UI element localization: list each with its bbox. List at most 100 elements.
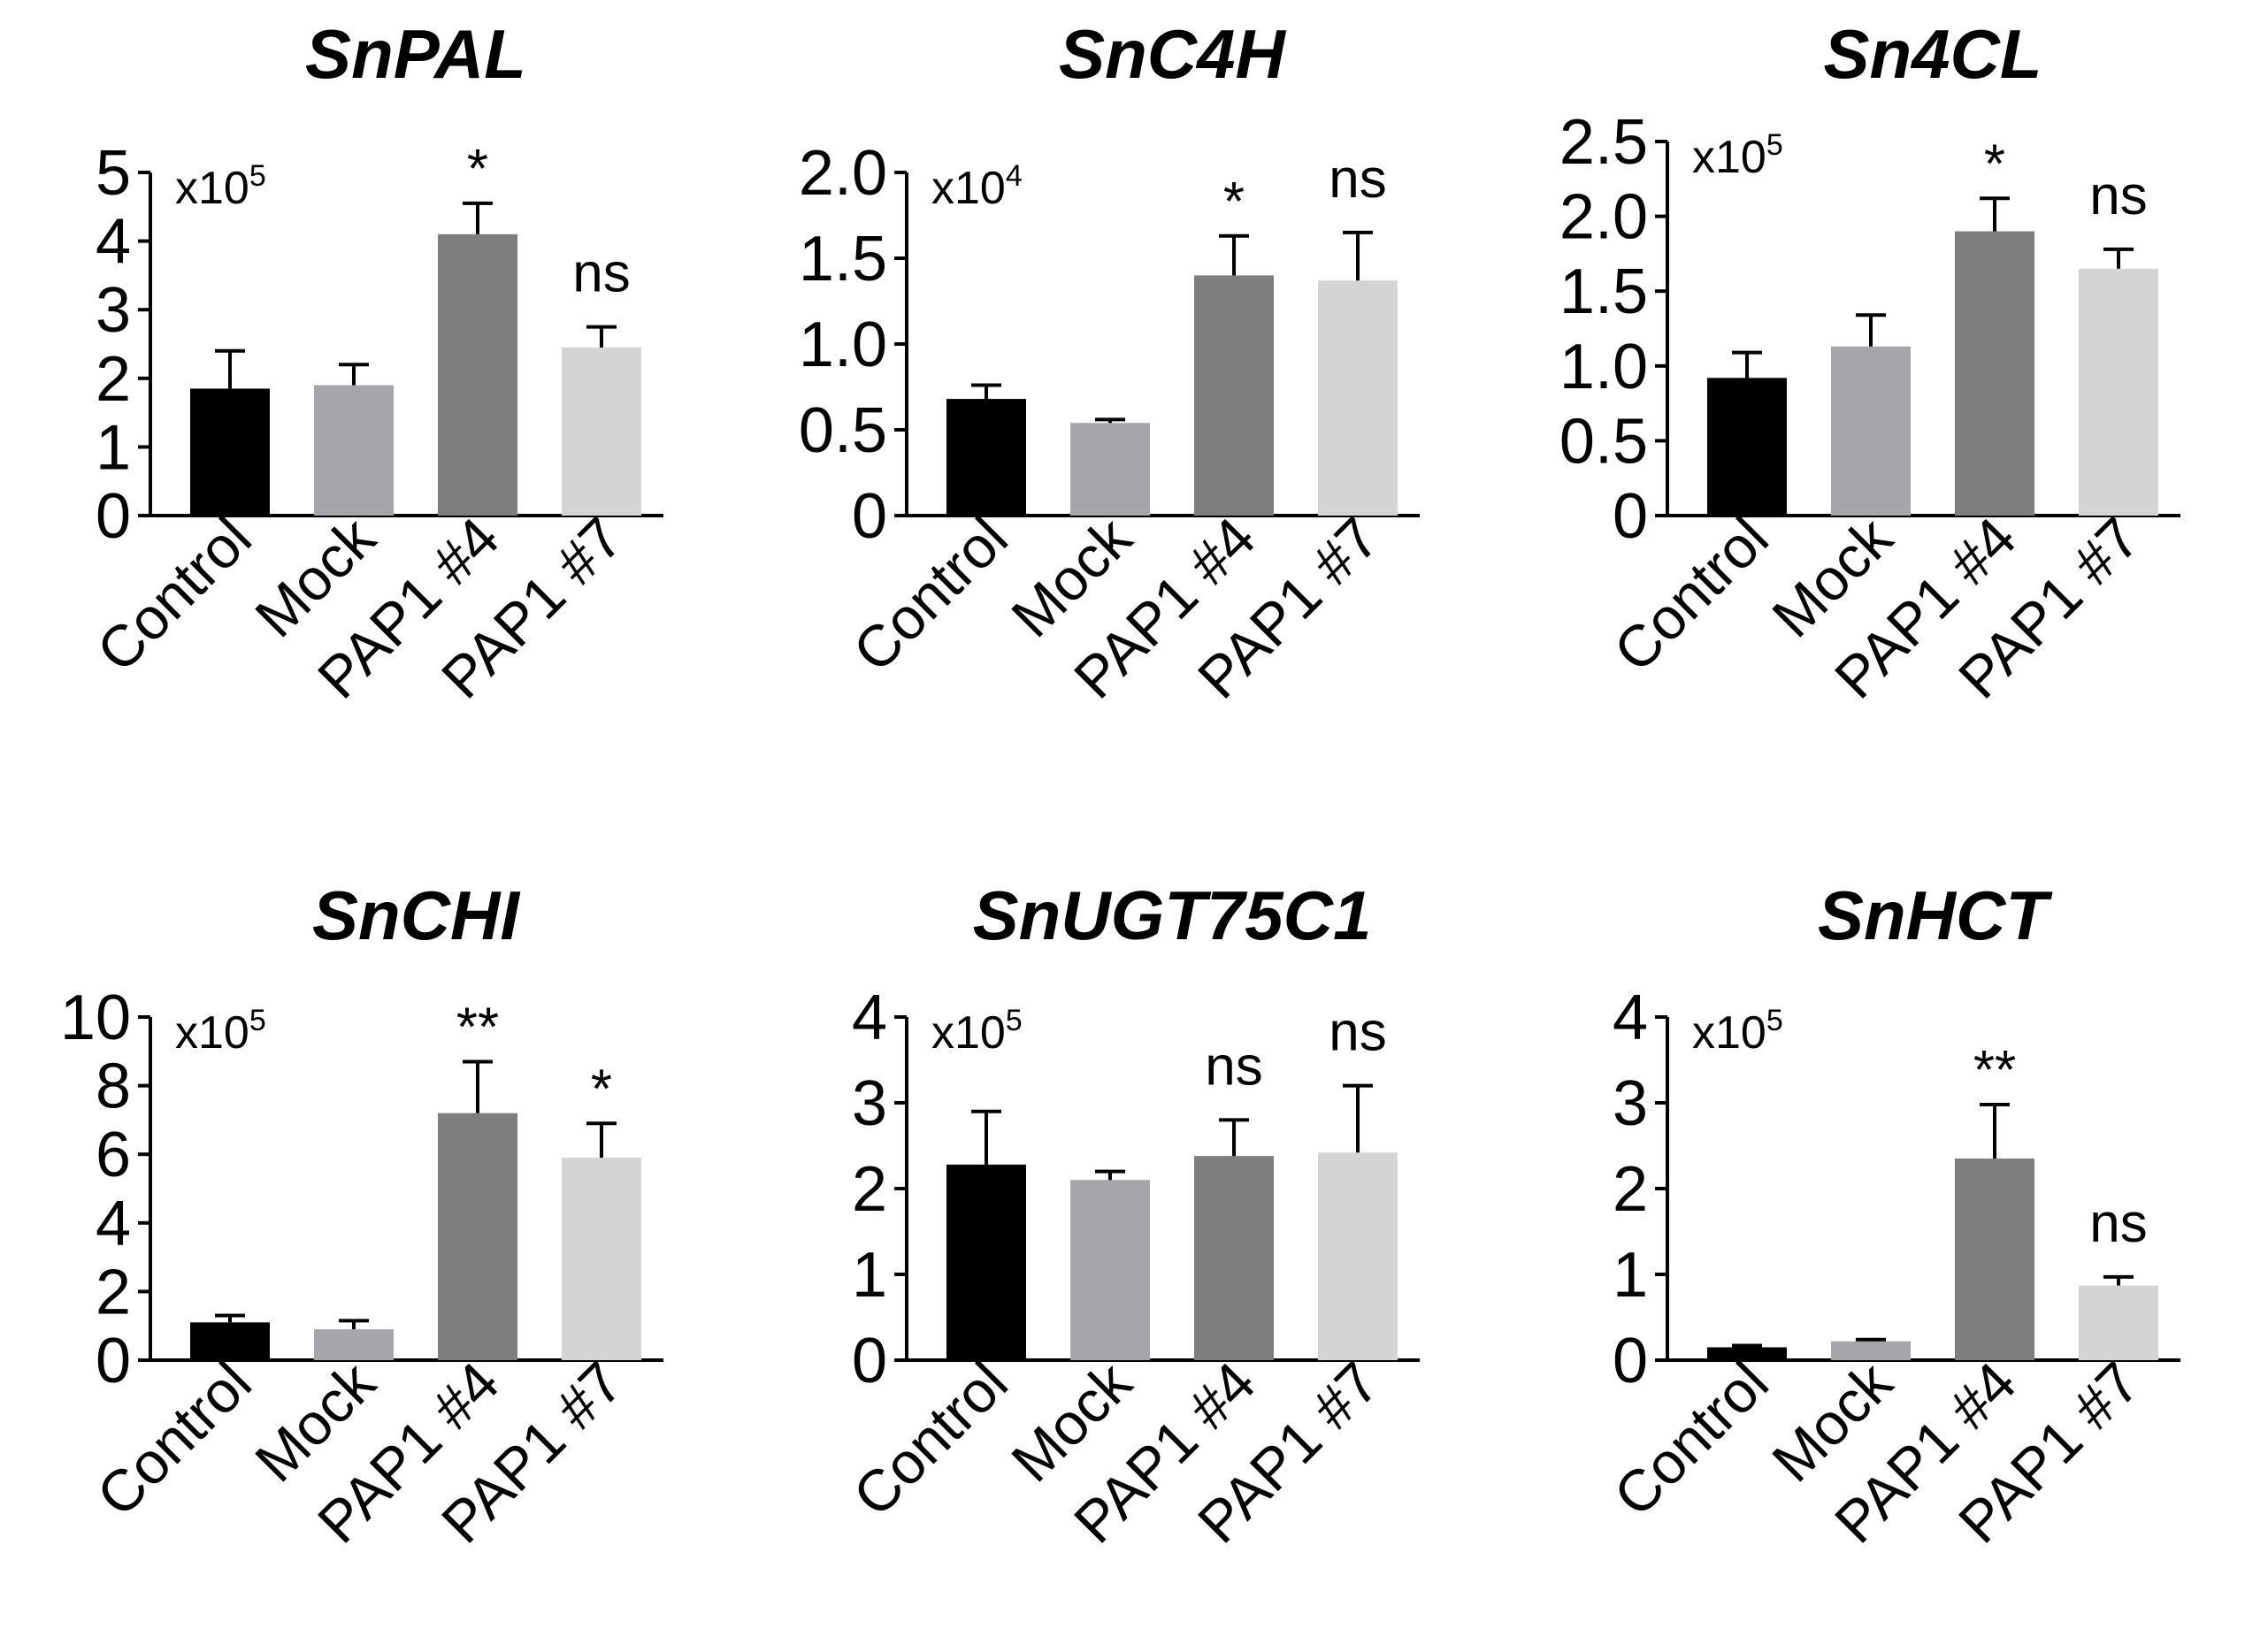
significance-label: * [467, 139, 488, 200]
chart-title: SnHCT [1818, 876, 2053, 954]
bar [438, 1113, 517, 1360]
y-tick-label: 1 [96, 412, 131, 483]
bar [314, 385, 394, 516]
bar [2079, 268, 2158, 516]
y-tick-label: 0 [1613, 481, 1648, 552]
y-tick-label: 3 [1613, 1068, 1648, 1139]
y-tick-label: 10 [60, 983, 131, 1053]
y-tick-label: 1.0 [799, 310, 887, 380]
y-tick-label: 6 [96, 1120, 131, 1190]
bar [1955, 231, 2034, 516]
y-tick-label: 2 [1613, 1154, 1648, 1225]
bar [2079, 1285, 2158, 1360]
y-tick-label: 1.5 [1559, 256, 1648, 327]
y-tick-label: 8 [96, 1052, 131, 1122]
multiplier-exponent: 5 [249, 159, 266, 193]
y-tick-label: 0 [1613, 1326, 1648, 1396]
bar [562, 347, 641, 516]
chart-title: SnUGT75C1 [973, 876, 1372, 954]
axis-multiplier: x105 [175, 159, 266, 214]
multiplier-exponent: 5 [249, 1004, 266, 1037]
significance-label: ns [1329, 149, 1386, 210]
y-tick-label: 5 [96, 138, 131, 209]
y-tick-label: 2.0 [1559, 182, 1648, 253]
y-tick-label: 1 [852, 1240, 887, 1311]
y-tick-label: 1.0 [1559, 332, 1648, 402]
y-tick-label: 4 [96, 1189, 131, 1259]
chart-title: SnC4H [1059, 15, 1286, 93]
y-tick-label: 3 [96, 275, 131, 346]
multiplier-base: x10 [1692, 1007, 1766, 1059]
significance-label: ** [456, 997, 499, 1058]
axis-multiplier: x105 [931, 1004, 1023, 1059]
significance-label: ** [1973, 1040, 2016, 1101]
multiplier-base: x10 [1692, 132, 1766, 183]
bar [1707, 378, 1787, 516]
y-tick-label: 4 [96, 207, 131, 278]
chart-title: SnCHI [312, 876, 520, 954]
y-tick-label: 1 [1613, 1240, 1648, 1311]
chart-title: SnPAL [305, 15, 526, 93]
y-tick-label: 0 [96, 481, 131, 552]
bar [1707, 1347, 1787, 1360]
multiplier-base: x10 [931, 1007, 1006, 1059]
axis-multiplier: x105 [1692, 1004, 1783, 1059]
bar [1070, 1180, 1150, 1360]
y-tick-label: 0.5 [1559, 406, 1648, 477]
bar [190, 1322, 270, 1360]
significance-label: ns [2089, 1193, 2147, 1254]
bar [1318, 1152, 1398, 1360]
significance-label: ns [2089, 165, 2147, 226]
multiplier-exponent: 5 [1766, 1004, 1783, 1037]
bar [1070, 423, 1150, 516]
multiplier-exponent: 5 [1006, 1004, 1023, 1037]
y-tick-label: 1.5 [799, 224, 887, 294]
y-tick-label: 0 [96, 1326, 131, 1396]
bar [1194, 1156, 1274, 1360]
y-tick-label: 0 [852, 481, 887, 552]
significance-label: ns [1205, 1036, 1262, 1097]
axis-multiplier: x105 [175, 1004, 266, 1059]
significance-label: ns [572, 243, 630, 304]
y-tick-label: 2.5 [1559, 107, 1648, 178]
bar [314, 1329, 394, 1360]
y-tick-label: 4 [852, 983, 887, 1053]
bar [946, 399, 1026, 516]
axis-multiplier: x104 [931, 159, 1023, 214]
chart-title: Sn4CL [1823, 15, 2042, 93]
significance-label: * [591, 1059, 612, 1120]
multiplier-exponent: 4 [1006, 159, 1023, 193]
y-tick-label: 2 [96, 344, 131, 415]
significance-label: * [1223, 172, 1245, 233]
bar [1194, 275, 1274, 516]
axis-multiplier: x105 [1692, 128, 1783, 183]
y-tick-label: 3 [852, 1068, 887, 1139]
y-tick-label: 4 [1613, 983, 1648, 1053]
y-tick-label: 2 [852, 1154, 887, 1225]
significance-label: * [1984, 134, 2005, 195]
significance-label: ns [1329, 1002, 1386, 1063]
bar [190, 388, 270, 516]
y-tick-label: 0.5 [799, 395, 887, 466]
bar [438, 233, 517, 516]
bar [1955, 1159, 2034, 1360]
bar [1318, 280, 1398, 516]
multiplier-exponent: 5 [1766, 128, 1783, 162]
bar [1831, 346, 1911, 516]
multiplier-base: x10 [931, 163, 1006, 214]
y-tick-label: 2.0 [799, 138, 887, 209]
y-tick-label: 2 [96, 1257, 131, 1327]
bar [1831, 1341, 1911, 1360]
multiplier-base: x10 [175, 1007, 249, 1059]
multiplier-base: x10 [175, 163, 249, 214]
bar [562, 1158, 641, 1360]
y-tick-label: 0 [852, 1326, 887, 1396]
bar [946, 1164, 1026, 1360]
